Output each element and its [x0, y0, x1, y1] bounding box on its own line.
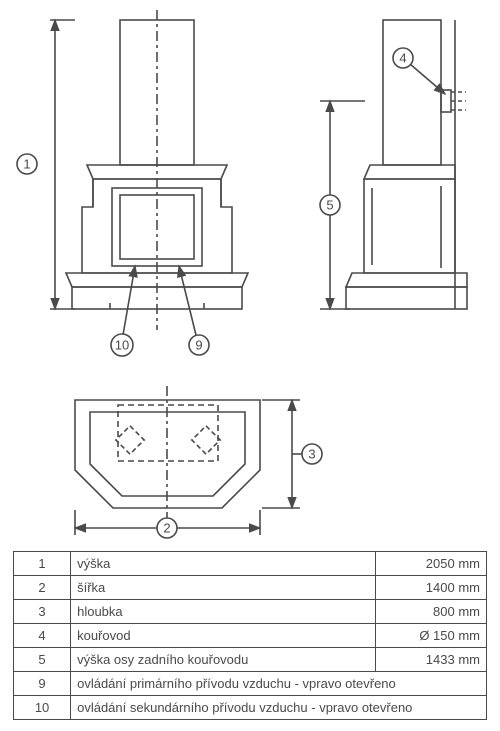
spec-row: 9ovládání primárního přívodu vzduchu - v…: [14, 672, 487, 696]
callout-9: 9: [195, 338, 202, 353]
spec-val: 800 mm: [376, 600, 487, 624]
spec-num: 1: [14, 552, 71, 576]
diagram-svg: 1 4 5 9 10 2 3: [0, 0, 500, 545]
spec-val: 1433 mm: [376, 648, 487, 672]
spec-name: ovládání primárního přívodu vzduchu - vp…: [71, 672, 487, 696]
spec-row: 2šířka1400 mm: [14, 576, 487, 600]
spec-row: 4kouřovodØ 150 mm: [14, 624, 487, 648]
spec-name: šířka: [71, 576, 376, 600]
spec-name: ovládání sekundárního přívodu vzduchu - …: [71, 696, 487, 720]
callout-4: 4: [399, 51, 406, 66]
spec-num: 2: [14, 576, 71, 600]
spec-name: výška osy zadního kouřovodu: [71, 648, 376, 672]
side-elevation: [320, 20, 467, 309]
callout-5: 5: [326, 198, 333, 213]
spec-row: 5výška osy zadního kouřovodu1433 mm: [14, 648, 487, 672]
callout-3: 3: [308, 447, 315, 462]
callout-10: 10: [115, 338, 129, 353]
spec-row: 1výška2050 mm: [14, 552, 487, 576]
callout-1: 1: [23, 157, 30, 172]
front-elevation: [17, 10, 248, 356]
spec-name: hloubka: [71, 600, 376, 624]
callout-2: 2: [163, 521, 170, 536]
spec-num: 9: [14, 672, 71, 696]
spec-val: 1400 mm: [376, 576, 487, 600]
spec-row: 10ovládání sekundárního přívodu vzduchu …: [14, 696, 487, 720]
spec-val: 2050 mm: [376, 552, 487, 576]
spec-val: Ø 150 mm: [376, 624, 487, 648]
plan-view: [75, 386, 322, 538]
spec-name: výška: [71, 552, 376, 576]
spec-table: 1výška2050 mm2šířka1400 mm3hloubka800 mm…: [13, 551, 487, 720]
spec-num: 5: [14, 648, 71, 672]
spec-name: kouřovod: [71, 624, 376, 648]
spec-num: 3: [14, 600, 71, 624]
spec-num: 4: [14, 624, 71, 648]
spec-row: 3hloubka800 mm: [14, 600, 487, 624]
spec-num: 10: [14, 696, 71, 720]
tech-drawing-page: 1 4 5 9 10 2 3 1výška2050 mm2šířka1400 m…: [0, 0, 500, 731]
